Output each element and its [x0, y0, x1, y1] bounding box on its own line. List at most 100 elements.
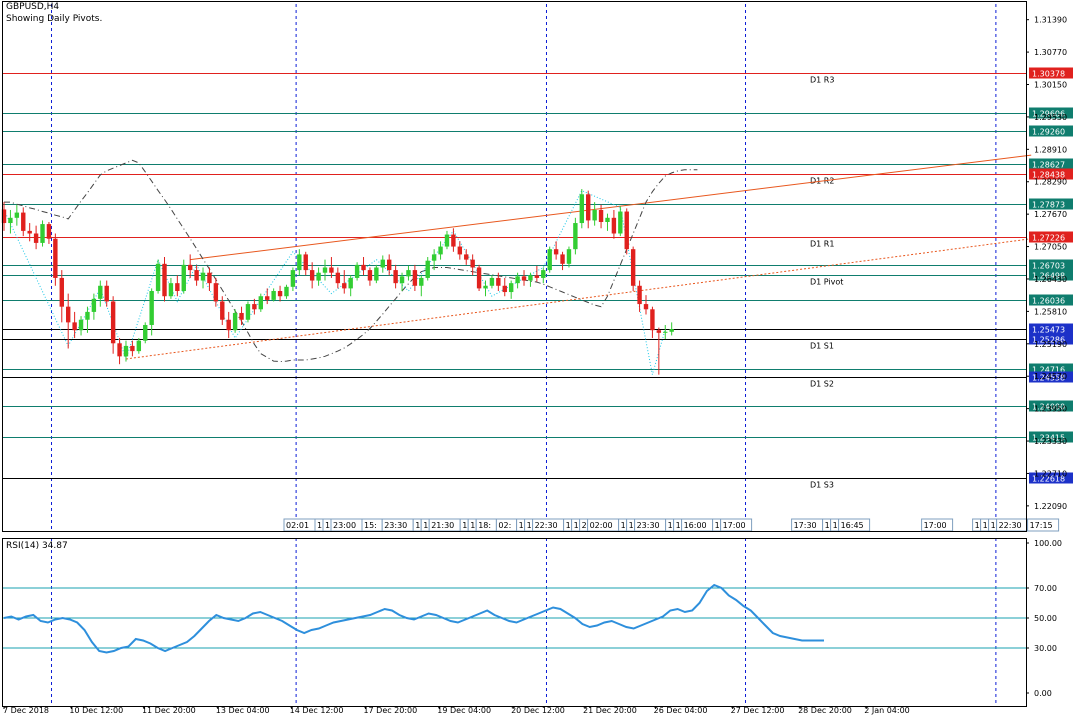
level-name-16: D1 S3 [810, 481, 834, 490]
candle-53 [342, 270, 347, 294]
level-box-5 [1029, 198, 1073, 210]
candle-body-75 [483, 285, 488, 289]
xtick-label-8: 21 Dec 20:00 [583, 706, 637, 715]
candle-52 [335, 267, 341, 289]
candle-body-0 [1, 209, 7, 224]
session-label-24: 1 [676, 521, 681, 530]
session-label-13: 1 [519, 521, 524, 530]
level-box-6 [1029, 231, 1073, 243]
level-box-2 [1029, 125, 1073, 137]
candle-27 [175, 275, 180, 297]
candle-18 [117, 338, 122, 365]
candle-99 [637, 280, 642, 312]
candle-71 [457, 241, 463, 260]
candle-0 [1, 202, 7, 231]
candle-30 [194, 264, 199, 286]
candle-body-31 [200, 272, 206, 281]
candle-36 [232, 309, 238, 333]
candle-body-32 [207, 272, 212, 284]
ytick-label-15: 1.22090 [1034, 502, 1067, 511]
level-value-2: 1.29260 [1032, 128, 1065, 137]
candle-5 [33, 225, 39, 250]
level-name-11: D1 S1 [810, 342, 834, 351]
candle-43 [277, 285, 283, 302]
ytick-label-8: 1.26430 [1034, 275, 1067, 284]
candle-body-85 [547, 249, 552, 271]
candle-body-19 [123, 345, 129, 357]
session-label-12: 02: [498, 521, 511, 530]
candle-body-77 [496, 277, 501, 286]
candle-42 [271, 288, 276, 302]
candle-60 [387, 254, 392, 276]
candle-body-49 [316, 272, 321, 281]
candle-body-96 [618, 211, 623, 234]
candle-body-24 [155, 263, 161, 292]
candle-13 [85, 306, 90, 333]
candle-body-10 [66, 306, 71, 323]
candle-body-15 [98, 285, 103, 299]
candle-57 [367, 267, 373, 286]
session-label-20: 1 [621, 521, 626, 530]
candle-body-80 [515, 276, 520, 284]
rsi-ytick-label-1: 70.00 [1034, 584, 1057, 593]
trendline-1 [125, 238, 1032, 360]
candle-body-97 [624, 211, 629, 250]
session-label-29: 1 [825, 521, 830, 530]
candle-body-56 [361, 264, 366, 271]
candle-100 [643, 295, 649, 315]
candle-103 [663, 324, 668, 340]
xtick-label-10: 27 Dec 12:00 [731, 706, 785, 715]
ytick-label-3: 1.29530 [1034, 113, 1067, 122]
time-axis: 7 Dec 2018 10 Dec 12:00 11 Dec 20:00 13 Dec… [3, 706, 910, 715]
candle-body-86 [553, 249, 559, 255]
candle-body-2 [14, 212, 20, 218]
session-label-33: 1 [975, 521, 980, 530]
xtick-label-4: 14 Dec 12:00 [290, 706, 344, 715]
candle-body-5 [33, 233, 39, 243]
candle-body-66 [425, 260, 430, 278]
level-box-15 [1029, 431, 1073, 443]
session-label-5: 23:30 [384, 521, 407, 530]
zigzag [3, 189, 666, 375]
level-box-12 [1029, 363, 1073, 375]
candle-body-40 [258, 296, 263, 310]
level-value-15: 1.23415 [1032, 434, 1065, 443]
level-name-8: D1 Pivot [810, 278, 843, 287]
session-label-14: 1 [527, 521, 532, 530]
candle-body-47 [303, 254, 308, 271]
candle-body-50 [322, 267, 328, 273]
candle-body-1 [8, 217, 13, 224]
candle-78 [502, 277, 507, 297]
session-label-15: 22:30 [535, 521, 558, 530]
xtick-label-1: 10 Dec 12:00 [69, 706, 123, 715]
candle-88 [566, 246, 572, 268]
candle-65 [419, 275, 424, 297]
candle-9 [59, 270, 64, 323]
candle-body-67 [431, 254, 437, 261]
candle-77 [496, 272, 501, 292]
xtick-label-12: 2 Jan 04:00 [864, 706, 910, 715]
candle-86 [553, 241, 559, 260]
candle-8 [53, 233, 58, 286]
session-label-16: 1 [566, 521, 571, 530]
candle-body-91 [586, 194, 591, 221]
candle-body-63 [406, 270, 411, 277]
session-label-34: 1 [983, 521, 988, 530]
session-label-9: 1 [462, 521, 467, 530]
candle-body-90 [579, 194, 584, 224]
candle-body-44 [284, 286, 289, 297]
candle-body-55 [354, 264, 360, 278]
candle-48 [309, 262, 315, 289]
candle-6 [40, 220, 45, 247]
candle-15 [98, 280, 103, 307]
candle-body-17 [110, 301, 116, 344]
session-box-37 [1027, 518, 1060, 532]
session-label-2: 1 [325, 521, 330, 530]
candle-body-103 [663, 331, 668, 333]
candle-14 [91, 293, 97, 320]
ytick-label-11: 1.24570 [1034, 372, 1067, 381]
candle-body-9 [59, 277, 64, 307]
